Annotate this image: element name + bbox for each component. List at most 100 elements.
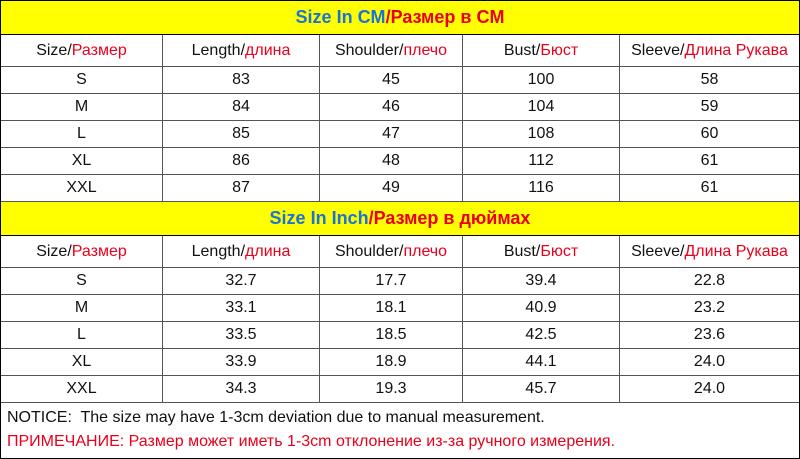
- header-en: Length/: [191, 41, 246, 59]
- data-cell: XL: [1, 148, 163, 174]
- data-cell: 39.4: [463, 268, 620, 294]
- data-cell: 116: [463, 175, 620, 201]
- data-cell: 104: [463, 94, 620, 120]
- data-cell: 24.0: [693, 380, 726, 397]
- header-ru: Бюст: [540, 242, 579, 260]
- data-cell: M: [1, 94, 163, 120]
- data-cell: 33.9: [163, 349, 320, 375]
- header-ru: Размер: [71, 41, 127, 59]
- header-ru: Бюст: [540, 41, 579, 59]
- data-cell: XL: [1, 349, 163, 375]
- data-cell: 49: [320, 175, 463, 201]
- title-ru: /Размер в CM: [385, 7, 505, 27]
- header-cell: Length/длина: [163, 35, 320, 66]
- data-row: L 85 47 108 60: [1, 121, 799, 148]
- data-cell: 46: [320, 94, 463, 120]
- notice-en: NOTICE: The size may have 1-3cm deviatio…: [7, 409, 545, 426]
- header-ru: Размер: [71, 242, 127, 260]
- data-cell: 86: [163, 148, 320, 174]
- data-cell: 48: [320, 148, 463, 174]
- header-cell: Size/Размер: [1, 35, 163, 66]
- header-cell: Bust/Бюст: [463, 236, 620, 267]
- data-row: M 33.1 18.1 40.9 23.2: [1, 295, 799, 322]
- header-ru: плечо: [403, 242, 448, 260]
- data-cell: 19.3: [320, 376, 463, 402]
- header-ru: длина: [245, 41, 291, 59]
- header-en: Size/: [36, 41, 72, 59]
- data-cell: 44.1: [463, 349, 620, 375]
- header-en: Shoulder/: [334, 242, 404, 260]
- data-cell: 23.2: [693, 299, 726, 316]
- header-row: Size/Размер Length/длина Shoulder/плечо Bus…: [1, 236, 799, 268]
- title-ru: /Размер в дюймах: [368, 208, 531, 228]
- data-row: L 33.5 18.5 42.5 23.6: [1, 322, 799, 349]
- data-cell: 34.3: [163, 376, 320, 402]
- table-title: Size In Inch/Размер в дюймах: [1, 202, 799, 236]
- header-en: Size/: [36, 242, 72, 260]
- data-cell: XXL: [1, 175, 163, 201]
- data-cell: S: [1, 67, 163, 93]
- data-row: M 84 46 104 59: [1, 94, 799, 121]
- data-cell: 18.5: [320, 322, 463, 348]
- data-cell: 24.0: [693, 353, 726, 370]
- header-cell: Length/длина: [163, 236, 320, 267]
- header-en: Length/: [191, 242, 246, 260]
- data-row: XL 33.9 18.9 44.1 24.0: [1, 349, 799, 376]
- data-cell: 33.1: [163, 295, 320, 321]
- table-title: Size In CM/Размер в CM: [1, 1, 799, 35]
- data-cell: 45.7: [463, 376, 620, 402]
- title-en: Size In CM: [295, 7, 386, 27]
- header-en: Bust/: [503, 242, 541, 260]
- data-cell: 23.6: [693, 326, 726, 343]
- header-en: Bust/: [503, 41, 541, 59]
- header-en: Sleeve/: [631, 41, 685, 59]
- data-cell: 61: [700, 152, 719, 169]
- title-en: Size In Inch: [269, 208, 369, 228]
- data-cell: L: [1, 322, 163, 348]
- data-cell: 32.7: [163, 268, 320, 294]
- data-row: S 32.7 17.7 39.4 22.8: [1, 268, 799, 295]
- header-cell: Sleeve/Длина Рукава: [620, 236, 799, 267]
- data-cell: 42.5: [463, 322, 620, 348]
- notice: NOTICE: The size may have 1-3cm deviatio…: [1, 403, 799, 458]
- header-ru: длина: [245, 242, 291, 260]
- data-cell: 108: [463, 121, 620, 147]
- data-cell: 18.1: [320, 295, 463, 321]
- header-ru: Длина Рукава: [684, 41, 788, 59]
- header-en: Sleeve/: [631, 242, 685, 260]
- header-cell: Bust/Бюст: [463, 35, 620, 66]
- data-cell: 18.9: [320, 349, 463, 375]
- header-cell: Size/Размер: [1, 236, 163, 267]
- data-cell: 85: [163, 121, 320, 147]
- data-row: XXL 34.3 19.3 45.7 24.0: [1, 376, 799, 403]
- data-cell: S: [1, 268, 163, 294]
- data-row: XXL 87 49 116 61: [1, 175, 799, 202]
- data-cell: 87: [163, 175, 320, 201]
- header-cell: Sleeve/Длина Рукава: [620, 35, 799, 66]
- data-row: XL 86 48 112 61: [1, 148, 799, 175]
- data-cell: 22.8: [693, 272, 726, 289]
- header-cell: Shoulder/плечо: [320, 236, 463, 267]
- data-cell: 60: [700, 125, 719, 142]
- data-cell: 47: [320, 121, 463, 147]
- data-row: S 83 45 100 58: [1, 67, 799, 94]
- data-cell: 112: [463, 148, 620, 174]
- data-cell: M: [1, 295, 163, 321]
- notice-ru: ПРИМЕЧАНИЕ: Размер может иметь 1-3cm отк…: [7, 433, 616, 450]
- data-cell: 45: [320, 67, 463, 93]
- data-cell: L: [1, 121, 163, 147]
- data-cell: 84: [163, 94, 320, 120]
- header-row: Size/Размер Length/длина Shoulder/плечо Bus…: [1, 35, 799, 67]
- header-ru: плечо: [403, 41, 448, 59]
- data-cell: 100: [463, 67, 620, 93]
- data-cell: 58: [700, 71, 719, 88]
- data-cell: 59: [700, 98, 719, 115]
- header-ru: Длина Рукава: [684, 242, 788, 260]
- data-cell: 40.9: [463, 295, 620, 321]
- header-cell: Shoulder/плечо: [320, 35, 463, 66]
- data-cell: 17.7: [320, 268, 463, 294]
- header-en: Shoulder/: [334, 41, 404, 59]
- data-cell: 61: [700, 179, 719, 196]
- data-cell: XXL: [1, 376, 163, 402]
